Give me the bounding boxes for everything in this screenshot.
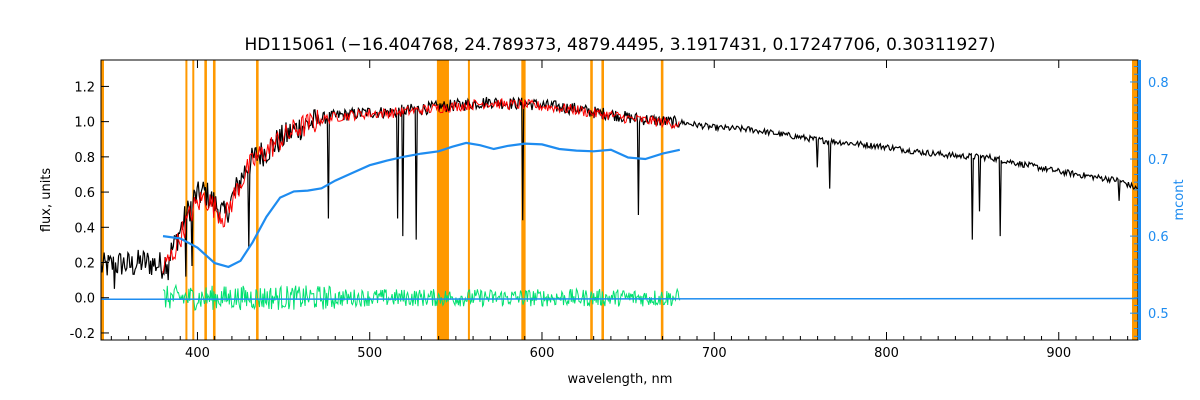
x-tick-label: 800 [874, 346, 899, 361]
masked-region [436, 60, 449, 340]
x-axis-label: wavelength, nm [568, 372, 673, 387]
y-axis-ticks: -0.2 0.0 0.2 0.4 0.6 0.8 1.0 1.2 [70, 80, 109, 342]
series-lines [101, 96, 1138, 311]
x-tick-label: 900 [1046, 346, 1071, 361]
y2-tick-label: 0.5 [1148, 307, 1169, 322]
y2-tick-label: 0.8 [1148, 76, 1169, 91]
y-tick-label: 0.8 [74, 151, 95, 166]
series-continuum-line [162, 141, 681, 269]
masked-region [601, 60, 604, 340]
y2-axis-ticks: 0.5 0.6 0.7 0.8 [1130, 66, 1169, 337]
right-axis-edge [1138, 60, 1141, 340]
series-continuum-baseline [101, 297, 1138, 301]
y2-tick-label: 0.6 [1148, 230, 1169, 245]
y-tick-label: 0.2 [74, 257, 95, 272]
series-model-line [162, 97, 680, 274]
chart-title: HD115061 (−16.404768, 24.789373, 4879.44… [245, 35, 996, 55]
masked-region [1132, 60, 1138, 340]
y2-tick-label: 0.7 [1148, 153, 1169, 168]
masked-region [467, 60, 470, 340]
y-tick-label: 1.0 [74, 116, 95, 131]
y-tick-label: -0.2 [70, 327, 95, 342]
x-tick-label: 500 [357, 346, 382, 361]
y2-axis-label: mcont [1172, 179, 1187, 220]
y-tick-label: 0.4 [74, 221, 95, 236]
x-tick-label: 400 [185, 346, 210, 361]
masked-region [101, 60, 104, 340]
y-tick-label: 0.6 [74, 186, 95, 201]
x-tick-label: 700 [702, 346, 727, 361]
x-tick-label: 600 [530, 346, 555, 361]
y-axis-label: flux, units [39, 168, 54, 233]
series-residual-line [162, 283, 681, 311]
x-axis-ticks: 400 500 600 700 800 900 [110, 60, 1129, 361]
masked-region [256, 60, 259, 340]
y-tick-label: 0.0 [74, 292, 95, 307]
masked-region [660, 60, 664, 340]
masked-region [590, 60, 593, 340]
y-tick-label: 1.2 [74, 80, 95, 95]
masked-region [185, 60, 188, 340]
